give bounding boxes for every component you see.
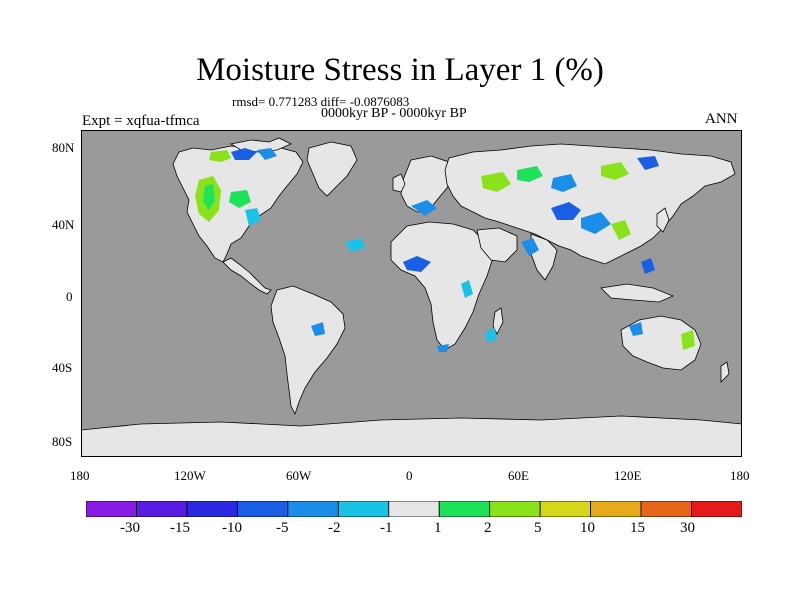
colorbar-swatch [86, 501, 137, 517]
colorbar-swatch [236, 501, 289, 517]
colorbar-swatch [489, 501, 541, 517]
lat-tick-label: 40S [52, 360, 73, 375]
colorbar-swatch [287, 501, 339, 517]
colorbar-swatch [590, 501, 642, 517]
map-title: Moisture Stress in Layer 1 (%) [196, 52, 604, 88]
colorbar-label: -30 [120, 520, 140, 536]
lon-tick-label: 180 [730, 468, 750, 483]
colorbar-label: 1 [434, 520, 442, 536]
lat-tick-label: 40N [52, 217, 75, 232]
world-map [81, 130, 742, 457]
colorbar-label: 5 [534, 520, 542, 536]
lon-tick-label: 180 [70, 468, 90, 483]
antarctica [81, 415, 742, 457]
arabia [476, 227, 518, 263]
colorbar-swatch [640, 501, 692, 517]
colorbar-swatch [136, 501, 188, 517]
colorbar-swatch [691, 501, 742, 517]
colorbar-label: 2 [484, 520, 492, 536]
colorbar-label: -5 [276, 520, 289, 536]
lat-tick-label: 0 [66, 289, 73, 304]
indonesia [600, 283, 675, 303]
colorbar-swatch [388, 501, 440, 517]
colorbar-label: -15 [170, 520, 190, 536]
colorbar-label: 15 [630, 520, 645, 536]
colorbar-swatch [337, 501, 390, 517]
colorbar-label: -2 [328, 520, 341, 536]
colorbar-label: 30 [680, 520, 695, 536]
lat-tick-label: 80N [52, 140, 75, 155]
south-america [270, 285, 346, 416]
greenland [306, 141, 358, 197]
india [530, 233, 558, 281]
lon-tick-label: 60E [508, 468, 529, 483]
season-label: ANN [705, 111, 738, 127]
new-zealand [720, 361, 730, 383]
lon-tick-label: 0 [406, 468, 413, 483]
lon-tick-label: 120W [174, 468, 206, 483]
anomaly-patches [195, 148, 695, 352]
colorbar-label: -1 [380, 520, 393, 536]
colorbar-swatch [539, 501, 592, 517]
map-frame [81, 130, 742, 457]
british-isles [392, 173, 406, 193]
colorbar [86, 501, 742, 517]
period-text: 0000kyr BP - 0000kyr BP [321, 106, 467, 121]
madagascar [492, 307, 504, 335]
central-america [222, 257, 272, 295]
colorbar-label: -10 [222, 520, 242, 536]
lon-tick-label: 60W [286, 468, 312, 483]
stats-text: rmsd= 0.771283 diff= -0.0876083 [232, 94, 410, 109]
experiment-label: Expt = xqfua-tfmca [82, 113, 200, 129]
colorbar-swatch [186, 501, 238, 517]
japan [656, 207, 670, 233]
lon-tick-label: 120E [614, 468, 642, 483]
colorbar-label: 10 [580, 520, 595, 536]
lat-tick-label: 80S [52, 434, 73, 449]
africa [390, 221, 494, 351]
colorbar-swatch [438, 501, 491, 517]
